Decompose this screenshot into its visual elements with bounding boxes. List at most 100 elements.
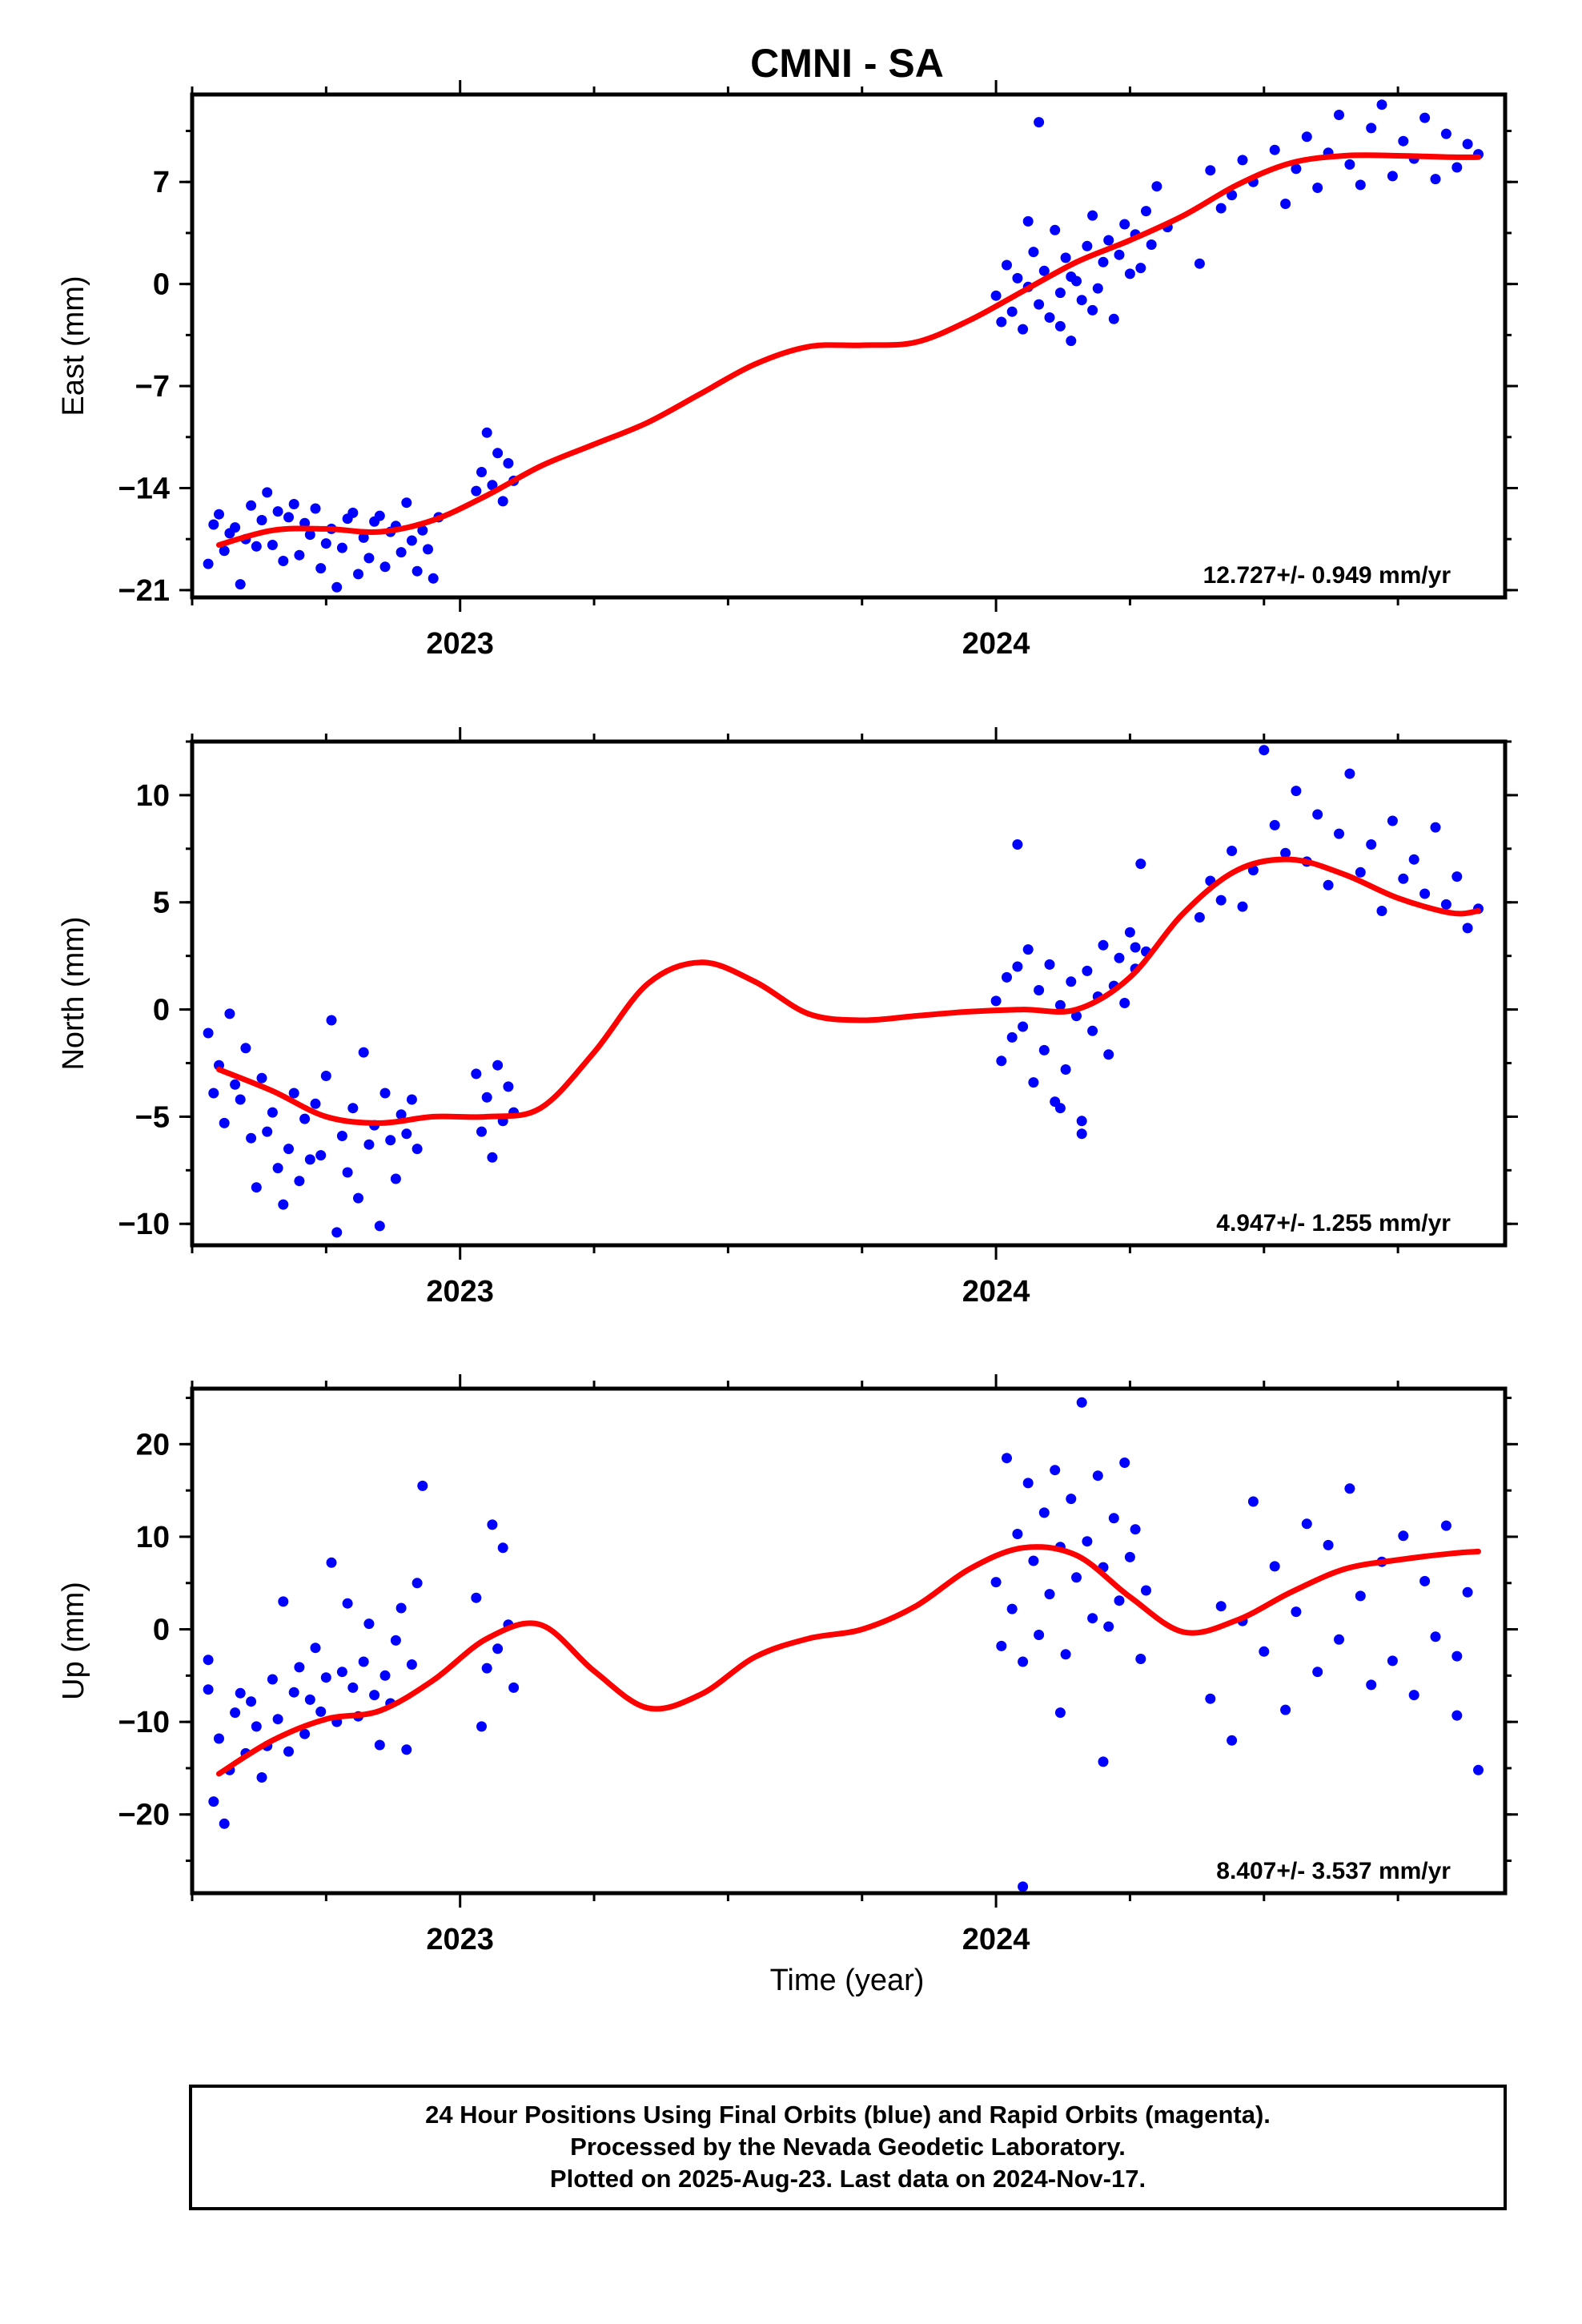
data-point (406, 1094, 417, 1105)
data-point (1430, 822, 1441, 833)
fit-line (216, 856, 1481, 1126)
data-point (283, 512, 294, 523)
data-point (1135, 1654, 1146, 1664)
data-point (1012, 272, 1023, 283)
data-point (347, 1103, 359, 1114)
data-point (1462, 1586, 1473, 1598)
data-point (1452, 1710, 1463, 1721)
data-point (428, 573, 439, 584)
data-point (1291, 786, 1302, 797)
data-point (1227, 190, 1238, 201)
data-point (1366, 123, 1377, 134)
data-point (1066, 976, 1077, 987)
data-point (1215, 1601, 1227, 1612)
data-point (1419, 1575, 1431, 1586)
data-point (353, 1192, 363, 1204)
data-point (1344, 768, 1355, 779)
data-point (1247, 1496, 1259, 1507)
data-point (1462, 139, 1473, 150)
plot-area (203, 1397, 1484, 1892)
rate-label: 4.947+/- 1.255 mm/yr (1216, 1210, 1451, 1236)
data-point (331, 1227, 343, 1238)
data-point (406, 1659, 417, 1670)
footer-line-2: Processed by the Nevada Geodetic Laborat… (570, 2133, 1126, 2161)
data-point (240, 1043, 251, 1054)
data-point (1066, 271, 1077, 282)
data-point (508, 1682, 520, 1693)
y-tick-label: −10 (118, 1706, 170, 1739)
data-point (1114, 952, 1125, 963)
data-point (1215, 203, 1227, 214)
data-point (294, 549, 305, 561)
data-point (990, 1577, 1002, 1588)
data-point (1076, 1128, 1087, 1140)
data-point (1151, 181, 1162, 192)
data-point (374, 510, 385, 521)
data-point (1376, 99, 1387, 111)
data-point (396, 1602, 407, 1614)
data-point (1018, 1881, 1029, 1892)
data-point (208, 1796, 219, 1807)
data-point (214, 509, 224, 520)
rate-label: 8.407+/- 3.537 mm/yr (1216, 1858, 1451, 1884)
data-point (1098, 256, 1109, 267)
data-point (379, 1088, 391, 1099)
data-point (1247, 865, 1259, 876)
data-point (1130, 942, 1141, 953)
data-point (1452, 1651, 1463, 1662)
data-point (1071, 1011, 1082, 1022)
data-point (310, 1098, 321, 1109)
data-point (219, 1117, 230, 1128)
data-point (1034, 299, 1045, 310)
data-point (1002, 259, 1012, 271)
data-point (1054, 999, 1066, 1011)
east-panel: −21 −14 −7 0 7 2023 2024 East (mm) 12.727+/- 0.9… (57, 80, 1518, 661)
data-point (487, 1152, 498, 1163)
data-point (412, 1578, 423, 1589)
data-point (283, 1144, 294, 1155)
data-point (304, 1154, 315, 1165)
data-point (262, 1126, 273, 1137)
x-tick-label: 2024 (962, 1275, 1030, 1309)
data-point (401, 497, 412, 509)
data-point (1141, 206, 1151, 217)
data-point (363, 1139, 375, 1150)
data-point (1103, 1621, 1114, 1632)
y-tick-label: −10 (118, 1208, 170, 1241)
data-point (1323, 1539, 1334, 1550)
data-point (278, 1596, 289, 1607)
data-point (1280, 1704, 1291, 1715)
data-point (1473, 1764, 1484, 1775)
data-point (476, 1126, 487, 1137)
data-point (1012, 961, 1023, 972)
data-point (353, 569, 363, 580)
data-point (1022, 1478, 1034, 1489)
data-point (390, 1173, 401, 1184)
y-tick-label: −21 (118, 574, 170, 608)
data-point (342, 1598, 353, 1609)
data-point (379, 561, 391, 573)
data-point (1034, 985, 1045, 995)
data-point (471, 1592, 482, 1603)
data-point (1376, 906, 1387, 916)
data-point (1006, 1031, 1018, 1043)
data-point (1301, 1518, 1312, 1530)
data-point (256, 1772, 267, 1783)
data-point (246, 1132, 257, 1144)
data-point (310, 503, 321, 514)
data-point (996, 1640, 1007, 1651)
data-point (481, 1092, 492, 1103)
data-point (315, 563, 327, 574)
x-tick-label: 2024 (962, 1923, 1030, 1956)
data-point (1018, 1021, 1029, 1032)
data-point (1038, 1044, 1050, 1055)
data-point (1034, 1630, 1045, 1640)
data-point (315, 1150, 327, 1161)
data-point (1259, 745, 1270, 756)
data-point (1440, 128, 1452, 139)
data-point (1076, 1116, 1087, 1127)
x-tick-label: 2024 (962, 627, 1030, 661)
data-point (1002, 971, 1012, 983)
data-point (990, 995, 1002, 1007)
data-point (369, 1690, 380, 1701)
